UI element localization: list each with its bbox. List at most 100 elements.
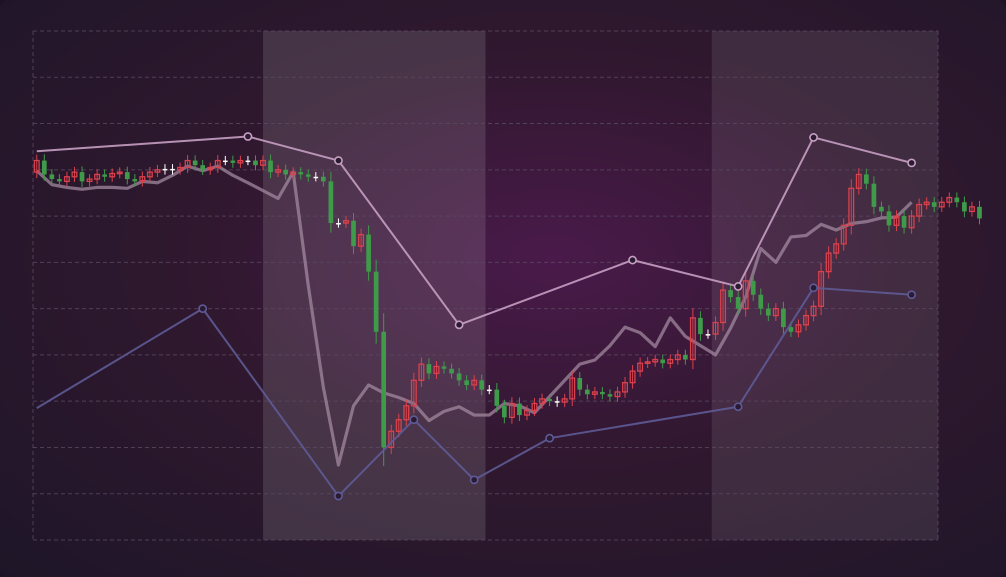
candle-body [531, 402, 538, 412]
candle-body [720, 289, 727, 324]
candle-body [237, 159, 244, 164]
candle-body [871, 183, 877, 207]
candle-body [577, 378, 583, 390]
candle-body [683, 354, 688, 360]
candle-body [464, 380, 469, 385]
candle-body [418, 363, 425, 382]
candle-body [584, 389, 590, 395]
candle-body [336, 223, 341, 225]
candle-body [765, 308, 771, 316]
lower-envelope-point [469, 475, 479, 485]
candle-body [547, 398, 552, 402]
candle-body [758, 294, 764, 309]
candles [33, 154, 982, 466]
candle-body [644, 361, 651, 365]
candle-body [479, 380, 485, 390]
candle-body [772, 307, 779, 317]
candle-body [358, 233, 365, 247]
candle-body [901, 216, 907, 228]
candle-body [494, 389, 500, 406]
candle-body [523, 409, 530, 416]
candle-body [102, 174, 107, 177]
candle-body [395, 419, 402, 432]
candle-body [290, 171, 297, 176]
candle-body [698, 317, 703, 335]
candle-body [456, 373, 462, 381]
candle-body [313, 176, 319, 179]
candle-body [71, 171, 78, 178]
candle-body [705, 334, 711, 336]
candle-body [674, 354, 681, 361]
candle-body [94, 173, 101, 180]
candle-body [629, 370, 636, 384]
candle-body [245, 160, 251, 163]
candle-body [855, 173, 862, 189]
candle-body [207, 166, 214, 171]
candle-body [321, 176, 326, 182]
candle-body [728, 290, 733, 298]
candle-body [184, 159, 191, 169]
candle-body [260, 159, 267, 166]
candle-body [381, 331, 387, 448]
candle-body [569, 377, 576, 400]
candle-body [116, 171, 123, 175]
candle-body [57, 179, 62, 182]
upper-envelope-point [907, 158, 917, 168]
candle-body [139, 176, 146, 183]
candle-body [433, 365, 440, 375]
lower-envelope-point [198, 304, 208, 314]
candle-body [342, 220, 349, 224]
candle-body [893, 215, 900, 226]
candle-body [177, 166, 184, 171]
candle-body [637, 362, 644, 372]
candle-body [79, 172, 85, 182]
candle-body [848, 187, 855, 226]
upper-envelope-line [36, 135, 912, 326]
candle-body [508, 402, 515, 419]
candle-body [410, 379, 417, 407]
candle-body [667, 358, 674, 364]
lower-envelope-point [907, 290, 917, 300]
candle-body [923, 201, 930, 206]
lower-envelope-point [809, 283, 818, 293]
candle-body [916, 203, 923, 217]
candle-body [146, 171, 153, 178]
upper-envelope-point [628, 255, 637, 265]
candle-body [373, 271, 379, 332]
candle-body [931, 202, 937, 207]
candle-body [600, 391, 605, 395]
candle-body [622, 382, 629, 393]
candle-body [517, 403, 522, 416]
candle-body [614, 391, 621, 398]
candle-body [275, 169, 282, 173]
candle-body [33, 159, 40, 173]
candle-body [968, 206, 975, 213]
candle-body [962, 202, 967, 212]
candle-body [750, 280, 756, 295]
candle-body [652, 358, 659, 363]
candle-body [735, 297, 741, 309]
candle-body [938, 201, 945, 208]
candle-body [192, 160, 198, 166]
candle-body [689, 317, 696, 361]
candle-body [908, 215, 915, 229]
candle-body [283, 169, 288, 175]
candle-body [803, 314, 810, 326]
candle-body [162, 168, 168, 171]
candle-body [41, 160, 47, 175]
candle-body [132, 179, 138, 182]
candle-body [63, 176, 70, 183]
candle-body [591, 391, 598, 395]
candle-body [222, 160, 228, 163]
candle-body [977, 206, 982, 219]
candle-body [471, 379, 478, 386]
candle-body [742, 280, 749, 310]
candle-body [109, 172, 116, 178]
candle-body [305, 174, 311, 177]
lower-envelope-point [733, 402, 743, 412]
upper-envelope-point [733, 282, 743, 291]
lower-envelope-point [409, 415, 419, 425]
candle-body [561, 398, 568, 403]
candle-body [825, 252, 832, 273]
